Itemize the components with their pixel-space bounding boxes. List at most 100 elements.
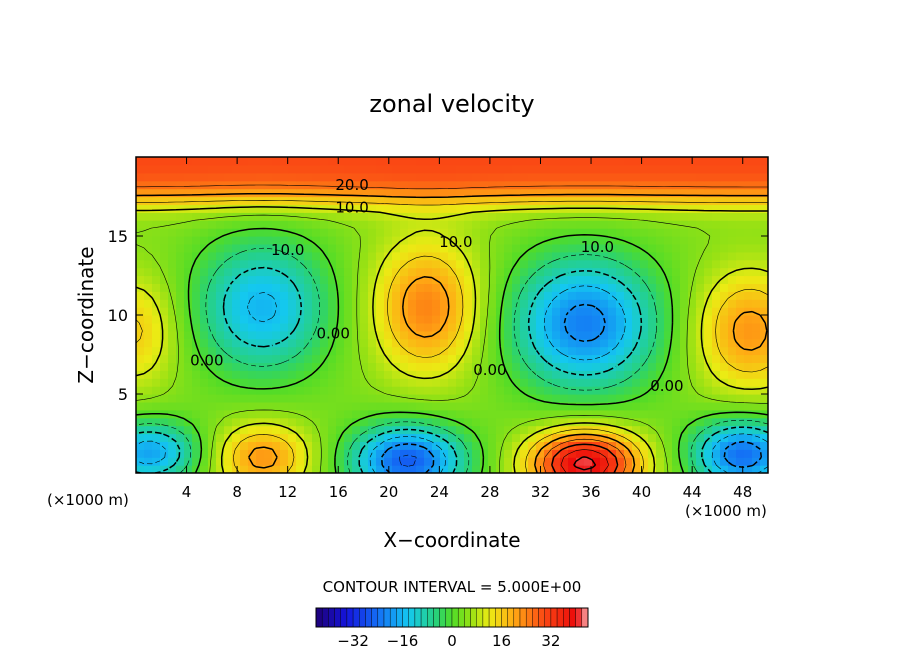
heatmap-cell [584, 409, 593, 419]
heatmap-cell [504, 307, 513, 316]
heatmap-cell [280, 228, 289, 237]
heatmap-cell [136, 212, 145, 221]
heatmap-cell [408, 409, 417, 419]
heatmap-cell [232, 283, 241, 292]
heatmap-cell [200, 354, 209, 363]
heatmap-cell [256, 330, 265, 340]
heatmap-cell [144, 212, 153, 221]
heatmap-cell [448, 401, 457, 411]
heatmap-cell [704, 204, 713, 213]
heatmap-cell [560, 417, 569, 427]
heatmap-cell [696, 236, 705, 245]
heatmap-cell [328, 449, 337, 458]
heatmap-cell [456, 386, 465, 395]
heatmap-cell [512, 291, 521, 300]
heatmap-cell [736, 196, 745, 205]
heatmap-cell [168, 401, 177, 411]
heatmap-cell [320, 157, 329, 166]
heatmap-cell [176, 267, 185, 277]
heatmap-cell [136, 220, 145, 229]
heatmap-cell [248, 362, 257, 371]
heatmap-cell [640, 354, 649, 363]
heatmap-cell [632, 275, 641, 284]
heatmap-cell [624, 212, 633, 221]
heatmap-cell [280, 220, 289, 229]
heatmap-cell [216, 457, 225, 466]
heatmap-cell [152, 172, 161, 182]
heatmap-cell [312, 394, 321, 403]
heatmap-cell [368, 409, 377, 419]
heatmap-cell [192, 283, 201, 292]
heatmap-cell [400, 251, 409, 261]
heatmap-cell [712, 188, 721, 198]
heatmap-cell [680, 338, 689, 348]
heatmap-cell [664, 425, 673, 435]
heatmap-cell [352, 196, 361, 205]
heatmap-cell [360, 449, 369, 458]
heatmap-cell [656, 307, 665, 316]
heatmap-cell [528, 465, 537, 473]
heatmap-cell [320, 212, 329, 221]
heatmap-cell [536, 338, 545, 348]
heatmap-cell [600, 212, 609, 221]
heatmap-cell [472, 330, 481, 340]
heatmap-cell [184, 346, 193, 356]
heatmap-cell [760, 299, 768, 308]
heatmap-cell [480, 251, 489, 261]
heatmap-cell [376, 346, 385, 356]
heatmap-cell [520, 354, 529, 363]
heatmap-cell [368, 370, 377, 379]
heatmap-cell [464, 362, 473, 371]
heatmap-cell [328, 243, 337, 253]
heatmap-cell [688, 378, 697, 387]
heatmap-cell [624, 180, 633, 190]
heatmap-cell [320, 354, 329, 363]
heatmap-cell [536, 291, 545, 300]
heatmap-cell [272, 228, 281, 237]
heatmap-cell [216, 228, 225, 237]
heatmap-cell [336, 441, 345, 450]
heatmap-cell [640, 409, 649, 419]
heatmap-cell [176, 315, 185, 324]
heatmap-cell [552, 322, 561, 332]
heatmap-cell [400, 401, 409, 411]
heatmap-cell [584, 425, 593, 435]
heatmap-cell [456, 370, 465, 379]
heatmap-cell [376, 157, 385, 166]
heatmap-cell [696, 465, 705, 473]
heatmap-cell [712, 401, 721, 411]
heatmap-cell [560, 299, 569, 308]
heatmap-cell [176, 283, 185, 292]
heatmap-cell [176, 386, 185, 395]
heatmap-cell [632, 386, 641, 395]
heatmap-cell [584, 307, 593, 316]
heatmap-cell [648, 465, 657, 473]
colorbar-swatch [451, 607, 459, 628]
heatmap-cell [192, 433, 201, 442]
heatmap-cell [232, 251, 241, 261]
heatmap-cell [176, 299, 185, 308]
chart-title: zonal velocity [369, 90, 534, 118]
heatmap-cell [408, 433, 417, 442]
heatmap-cell [424, 362, 433, 371]
heatmap-cell [248, 346, 257, 356]
heatmap-cell [624, 291, 633, 300]
heatmap-cell [424, 220, 433, 229]
heatmap-cell [720, 188, 729, 198]
heatmap-cell [688, 386, 697, 395]
heatmap-cell [704, 275, 713, 284]
heatmap-cell [408, 441, 417, 450]
heatmap-cell [760, 346, 768, 356]
heatmap-cell [320, 362, 329, 371]
heatmap-cell [760, 180, 768, 190]
heatmap-cell [352, 243, 361, 253]
heatmap-cell [288, 259, 297, 269]
heatmap-cell [632, 401, 641, 411]
heatmap-cell [608, 157, 617, 166]
heatmap-cell [400, 259, 409, 269]
heatmap-cell [400, 180, 409, 190]
heatmap-cell [472, 417, 481, 427]
heatmap-cell [320, 441, 329, 450]
heatmap-cell [176, 425, 185, 435]
heatmap-cell [320, 338, 329, 348]
